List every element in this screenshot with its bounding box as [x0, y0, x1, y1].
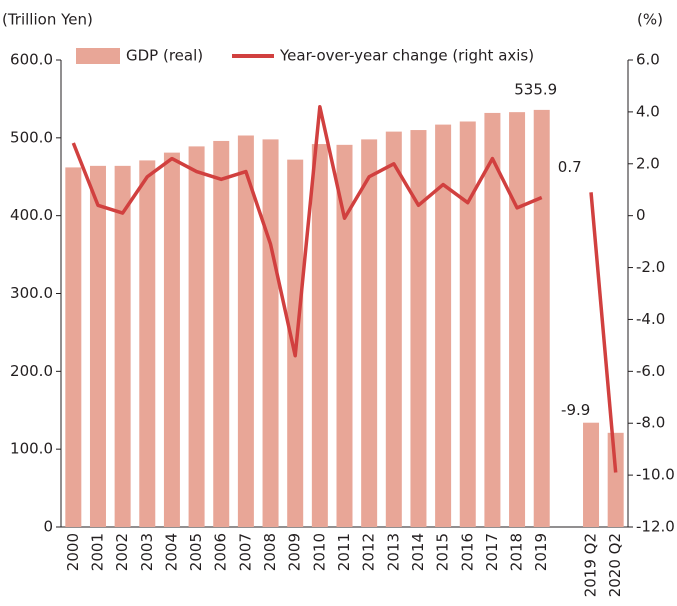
- y2-tick-label: 2.0: [636, 154, 660, 172]
- y2-tick-label: -6.0: [636, 362, 665, 380]
- y-tick-label: 600.0: [10, 51, 53, 69]
- bar: [262, 139, 279, 527]
- bar: [114, 165, 131, 527]
- bar: [213, 140, 230, 528]
- bar: [607, 432, 624, 527]
- x-tick-label: 2005: [187, 533, 205, 571]
- y-tick-label: 200.0: [10, 362, 53, 380]
- x-tick-label: 2019: [532, 533, 550, 571]
- x-tick-label: 2011: [335, 533, 353, 571]
- line: [589, 192, 618, 473]
- x-tick-label: 2017: [483, 533, 501, 571]
- x-tick-label: 2014: [409, 533, 427, 571]
- y2-tick-label: -12.0: [636, 518, 675, 536]
- bar: [583, 422, 600, 527]
- bar: [385, 131, 402, 527]
- x-tick-label: 2006: [212, 533, 230, 571]
- y2-tick-label: -10.0: [636, 466, 675, 484]
- bar: [435, 124, 452, 527]
- y-tick-label: 0: [43, 518, 53, 536]
- y-tick-label: 400.0: [10, 206, 53, 224]
- x-tick-label: 2007: [236, 533, 254, 571]
- bar-value-label: 535.9: [514, 80, 557, 98]
- bar: [410, 130, 427, 528]
- bar: [311, 144, 328, 527]
- x-tick-label: 2013: [384, 533, 402, 571]
- line: [71, 104, 543, 358]
- legend-swatch: [76, 48, 120, 64]
- y-tick-label: 300.0: [10, 284, 53, 302]
- y-tick-label: 500.0: [10, 128, 53, 146]
- x-tick-label: 2004: [162, 533, 180, 571]
- bar: [459, 121, 476, 527]
- y2-tick-label: -8.0: [636, 414, 665, 432]
- line-value-label: -9.9: [561, 401, 590, 419]
- bar: [65, 167, 82, 527]
- x-tick-label: 2009: [286, 533, 304, 571]
- y2-tick-label: 0: [636, 206, 646, 224]
- bar: [361, 139, 378, 527]
- y-tick-label: 100.0: [10, 440, 53, 458]
- bar: [139, 160, 156, 527]
- bar: [336, 144, 353, 528]
- x-tick-label: 2002: [113, 533, 131, 571]
- y2-tick-label: 6.0: [636, 51, 660, 69]
- x-tick-label: 2008: [261, 533, 279, 571]
- bar: [484, 112, 501, 527]
- x-tick-label: 2018: [508, 533, 526, 571]
- x-tick-label: 2012: [360, 533, 378, 571]
- legend-label: Year-over-year change (right axis): [279, 47, 534, 65]
- y-axis-label: (Trillion Yen): [2, 11, 93, 29]
- y2-axis-label: (%): [637, 11, 663, 29]
- line-value-label: 0.7: [558, 158, 582, 176]
- x-tick-label: 2010: [310, 533, 328, 571]
- legend-label: GDP (real): [126, 47, 203, 65]
- bar: [533, 109, 550, 527]
- y2-tick-label: -4.0: [636, 310, 665, 328]
- x-tick-label: 2015: [434, 533, 452, 571]
- x-tick-label: 2003: [138, 533, 156, 571]
- bar: [89, 165, 106, 527]
- bar: [163, 152, 180, 527]
- bar: [188, 146, 205, 527]
- y2-tick-label: -2.0: [636, 258, 665, 276]
- x-tick-label: 2016: [458, 533, 476, 571]
- bar: [509, 112, 526, 528]
- x-tick-label: 2001: [88, 533, 106, 571]
- x-tick-label: 2019 Q2: [582, 533, 600, 597]
- y2-tick-label: 4.0: [636, 102, 660, 120]
- x-tick-label: 2000: [64, 533, 82, 571]
- bar: [237, 135, 254, 527]
- x-tick-label: 2020 Q2: [606, 533, 624, 597]
